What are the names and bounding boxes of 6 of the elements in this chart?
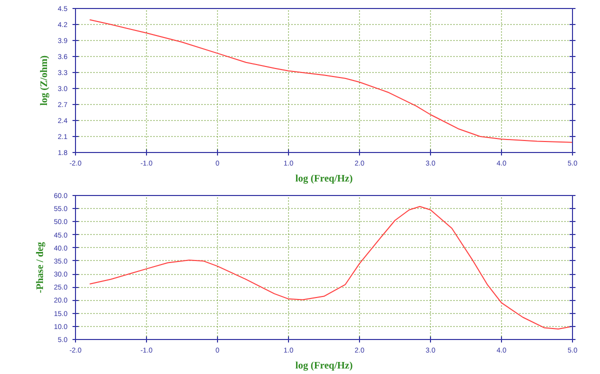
- x-axis-title: log (Freq/Hz): [295, 174, 353, 184]
- y-axis-title: log (Z/ohm): [38, 55, 50, 106]
- line-series: [89, 19, 572, 143]
- x-axis-title: log (Freq/Hz): [295, 360, 353, 372]
- line-series: [89, 206, 572, 330]
- y-axis-title: -Phase / deg: [34, 242, 46, 294]
